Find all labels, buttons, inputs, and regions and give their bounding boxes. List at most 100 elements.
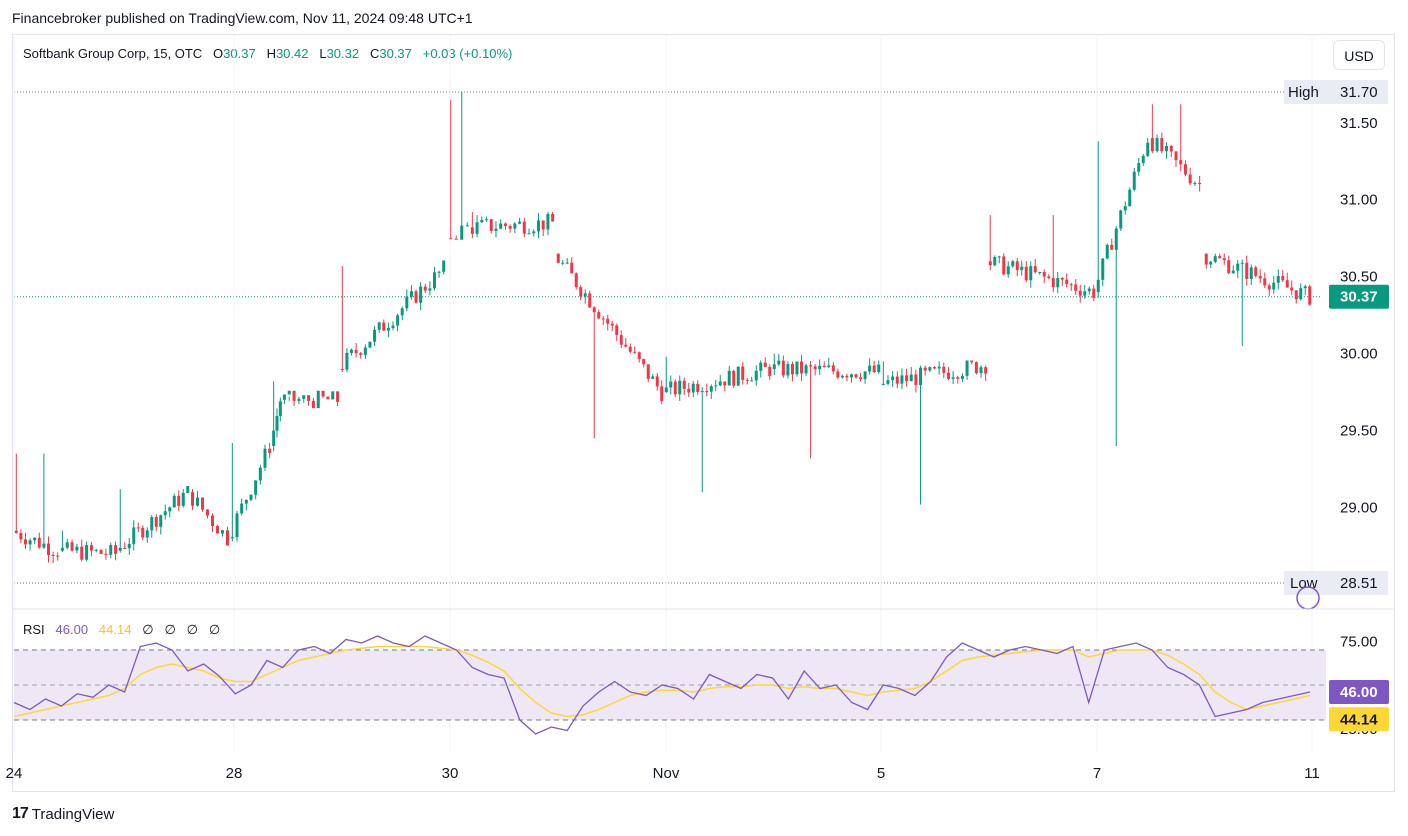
candle-body bbox=[705, 391, 709, 393]
rsi-legend[interactable]: RSI 46.00 44.14 ∅ ∅ ∅ ∅ bbox=[23, 622, 220, 638]
candle-body bbox=[1174, 151, 1178, 161]
candle-body bbox=[633, 351, 637, 353]
candle-body bbox=[909, 374, 913, 382]
candle-body bbox=[1137, 163, 1141, 172]
candle-body bbox=[513, 223, 517, 229]
candle-body bbox=[570, 262, 574, 274]
candle-body bbox=[221, 530, 224, 534]
candle-body bbox=[1308, 286, 1312, 305]
candle-body bbox=[723, 381, 727, 386]
candle-body bbox=[191, 492, 194, 506]
price-tick-label: 30.00 bbox=[1340, 346, 1378, 363]
candle-body bbox=[186, 486, 190, 493]
candle-body bbox=[391, 325, 395, 329]
candle-body bbox=[988, 261, 992, 266]
candle-body bbox=[1114, 228, 1118, 250]
candle-body bbox=[718, 381, 722, 386]
candle-body bbox=[85, 545, 89, 560]
candle-body bbox=[470, 227, 474, 234]
price-legend[interactable]: Softbank Group Corp, 15, OTC O30.37 H30.… bbox=[23, 46, 512, 61]
candle-body bbox=[1303, 286, 1307, 289]
candle-body bbox=[1105, 244, 1109, 259]
candle-body bbox=[727, 370, 731, 386]
candle-body bbox=[163, 511, 167, 516]
candle-body bbox=[822, 365, 826, 368]
candle-body bbox=[741, 366, 745, 380]
rsi-extra-2: ∅ bbox=[164, 622, 176, 637]
last-price-tag bbox=[1329, 284, 1389, 309]
candle-body bbox=[1263, 278, 1267, 286]
candle-body bbox=[206, 509, 209, 516]
candle-body bbox=[946, 372, 950, 379]
candle-body bbox=[928, 367, 932, 371]
candle-body bbox=[849, 374, 853, 378]
candle-body bbox=[244, 499, 248, 504]
candle-body bbox=[1060, 277, 1064, 280]
rsi-ma-value-label: 44.14 bbox=[1340, 711, 1378, 728]
candle-body bbox=[1141, 155, 1145, 164]
candle-body bbox=[1074, 284, 1078, 291]
time-tick-label: Nov bbox=[653, 765, 680, 782]
footer-brand[interactable]: 17 TradingView bbox=[12, 805, 114, 823]
price-tick-label: 30.50 bbox=[1340, 269, 1378, 286]
candle-body bbox=[127, 543, 131, 549]
candle-body bbox=[651, 376, 655, 379]
candle-body bbox=[628, 346, 632, 352]
candle-body bbox=[682, 380, 686, 389]
candle-body bbox=[522, 221, 526, 234]
candle-body bbox=[1276, 276, 1280, 283]
candle-body bbox=[278, 401, 282, 416]
candle-body bbox=[881, 383, 885, 385]
time-tick-label: 24 bbox=[6, 765, 23, 782]
candle-body bbox=[485, 219, 489, 221]
candle-body bbox=[714, 385, 718, 387]
candle-body bbox=[292, 390, 296, 401]
open-label: O bbox=[213, 46, 224, 61]
price-tick-label: 31.50 bbox=[1340, 115, 1378, 132]
price-tick-label: 31.00 bbox=[1340, 192, 1378, 209]
candle-body bbox=[790, 364, 794, 375]
candle-body bbox=[216, 526, 219, 534]
candle-body bbox=[396, 315, 400, 326]
candle-body bbox=[1198, 182, 1202, 185]
candle-body bbox=[905, 375, 909, 382]
candle-body bbox=[373, 329, 377, 342]
candle-body bbox=[340, 369, 344, 371]
candle-body bbox=[583, 293, 587, 297]
candle-body bbox=[99, 549, 103, 554]
candle-body bbox=[489, 219, 493, 231]
candle-body bbox=[475, 222, 479, 234]
candle-body bbox=[1227, 260, 1231, 274]
candle-body bbox=[831, 365, 835, 372]
candle-body bbox=[1128, 189, 1132, 207]
candle-body bbox=[942, 366, 946, 373]
candle-body bbox=[532, 231, 536, 234]
currency-button[interactable]: USD bbox=[1333, 40, 1385, 70]
publisher-header: Financebroker published on TradingView.c… bbox=[12, 10, 473, 26]
candle-body bbox=[1169, 145, 1173, 152]
candle-body bbox=[527, 233, 531, 235]
candle-body bbox=[745, 379, 749, 381]
candle-body bbox=[311, 400, 315, 409]
candle-body bbox=[1092, 288, 1096, 299]
candle-body bbox=[275, 415, 279, 431]
candle-body bbox=[763, 362, 767, 367]
candle-body bbox=[660, 386, 664, 402]
candle-body bbox=[1006, 266, 1010, 275]
candle-body bbox=[377, 322, 381, 330]
candle-body bbox=[154, 517, 158, 527]
candle-body bbox=[872, 365, 876, 372]
candle-body bbox=[891, 376, 895, 381]
high-label: High bbox=[1288, 84, 1319, 101]
rsi-value-tag bbox=[1329, 680, 1389, 704]
candle-body bbox=[345, 352, 349, 370]
candle-body bbox=[642, 359, 646, 365]
time-tick-label: 11 bbox=[1304, 765, 1320, 782]
rsi-tick-75: 75.00 bbox=[1340, 633, 1378, 650]
candle-body bbox=[759, 362, 763, 371]
candle-body bbox=[669, 381, 673, 388]
close-value: 30.37 bbox=[379, 46, 412, 61]
candle-body bbox=[70, 542, 74, 551]
candle-body bbox=[696, 383, 700, 392]
